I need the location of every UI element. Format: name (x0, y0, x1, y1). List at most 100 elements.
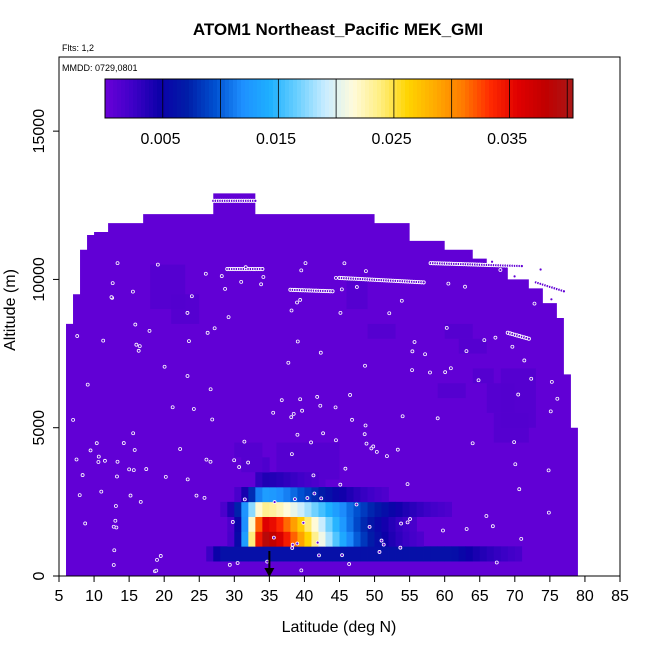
plume-cell (395, 501, 403, 517)
arrow-head (264, 568, 275, 577)
colorbar-swatch (137, 79, 142, 118)
plume-cell (339, 516, 347, 532)
profile-point (444, 326, 449, 330)
profile-point (203, 271, 208, 276)
colorbar-swatch (185, 79, 190, 118)
colorbar-swatch (189, 79, 194, 118)
plume-cell (297, 546, 305, 562)
profile-point (121, 441, 126, 445)
plume-cell (346, 516, 354, 532)
colorbar-swatch (145, 79, 150, 118)
profile-point (109, 295, 114, 300)
flight-track-point (253, 198, 258, 203)
plume-cell (381, 546, 389, 562)
plume-cell (325, 501, 333, 517)
profile-point (315, 395, 320, 399)
plume-cell (304, 546, 312, 562)
colorbar-swatch (497, 79, 502, 118)
profile-point (476, 378, 481, 383)
x-tick-label: 40 (296, 588, 314, 605)
colorbar-swatch (521, 79, 526, 118)
colorbar-swatch (509, 79, 514, 118)
plume-cell (297, 487, 305, 503)
x-tick-label: 10 (85, 588, 103, 605)
colorbar-swatch (205, 79, 210, 118)
profile-point (212, 326, 217, 331)
plume-cell (339, 487, 347, 503)
chart-subtitle: Flts: 1,2 (62, 43, 94, 53)
colorbar-swatch (389, 79, 394, 118)
profile-point (354, 502, 359, 507)
colorbar-swatch (461, 79, 466, 118)
profile-point (549, 297, 554, 302)
profile-point (286, 360, 291, 365)
plume-cell (444, 546, 452, 562)
profile-point (298, 397, 303, 402)
plume-cell (402, 516, 410, 532)
profile-point (205, 330, 210, 335)
plume-cell (220, 501, 228, 517)
profile-point (290, 542, 295, 547)
profile-point (88, 448, 93, 453)
colorbar-swatch (177, 79, 182, 118)
profile-point (377, 550, 382, 554)
profile-point (300, 408, 304, 413)
profile-point (74, 457, 79, 462)
plume-cell (374, 501, 382, 517)
profile-point (340, 553, 344, 558)
flight-track-point (526, 336, 531, 341)
plume-cell (367, 516, 375, 532)
colorbar-swatch (181, 79, 186, 118)
plume-cell (304, 487, 312, 503)
plume-cell (311, 516, 319, 532)
plume-cell (458, 546, 467, 562)
colorbar-swatch (405, 79, 410, 118)
plume-cell (339, 501, 347, 517)
profile-point (387, 311, 392, 316)
model-cell (234, 442, 263, 458)
colorbar-swatch (537, 79, 542, 118)
x-tick-label: 50 (366, 588, 384, 605)
colorbar-swatch (105, 79, 110, 118)
profile-point (235, 561, 240, 565)
profile-point (299, 268, 304, 273)
colorbar-swatch (525, 79, 530, 118)
flight-track-point (260, 266, 265, 272)
plume-cell (388, 516, 396, 532)
plume-cell (332, 546, 340, 562)
colorbar-swatch (545, 79, 550, 118)
profile-point (342, 261, 347, 266)
profile-point (516, 392, 521, 397)
colorbar-swatch (329, 79, 334, 118)
colorbar-swatch (301, 79, 306, 118)
plume-cell (486, 546, 495, 562)
flight-track-point (421, 280, 426, 285)
x-tick-label: 15 (120, 588, 138, 605)
colorbar-swatch (281, 79, 286, 118)
profile-point (435, 416, 440, 421)
profile-point (223, 286, 227, 291)
plume-cell (388, 546, 396, 562)
profile-point (289, 308, 294, 313)
profile-point (127, 467, 132, 472)
profile-point (279, 398, 284, 403)
profile-point (441, 528, 445, 533)
profile-point (546, 510, 551, 515)
plume-cell (353, 516, 361, 532)
colorbar-swatch (289, 79, 294, 118)
profile-point (259, 282, 264, 287)
colorbar-swatch (309, 79, 314, 118)
plume-cell (430, 501, 438, 517)
plume-cell (507, 546, 516, 562)
profile-point (185, 477, 190, 482)
model-cell (444, 323, 473, 339)
plume-cell (444, 501, 452, 517)
colorbar-swatch (153, 79, 158, 118)
x-axis-label: Latitude (deg N) (282, 619, 397, 636)
plume-cell (269, 501, 277, 517)
colorbar-swatch (453, 79, 458, 118)
colorbar-swatch (313, 79, 318, 118)
plume-cell (360, 531, 368, 547)
plume-cell (395, 531, 403, 547)
profile-point (101, 338, 106, 343)
